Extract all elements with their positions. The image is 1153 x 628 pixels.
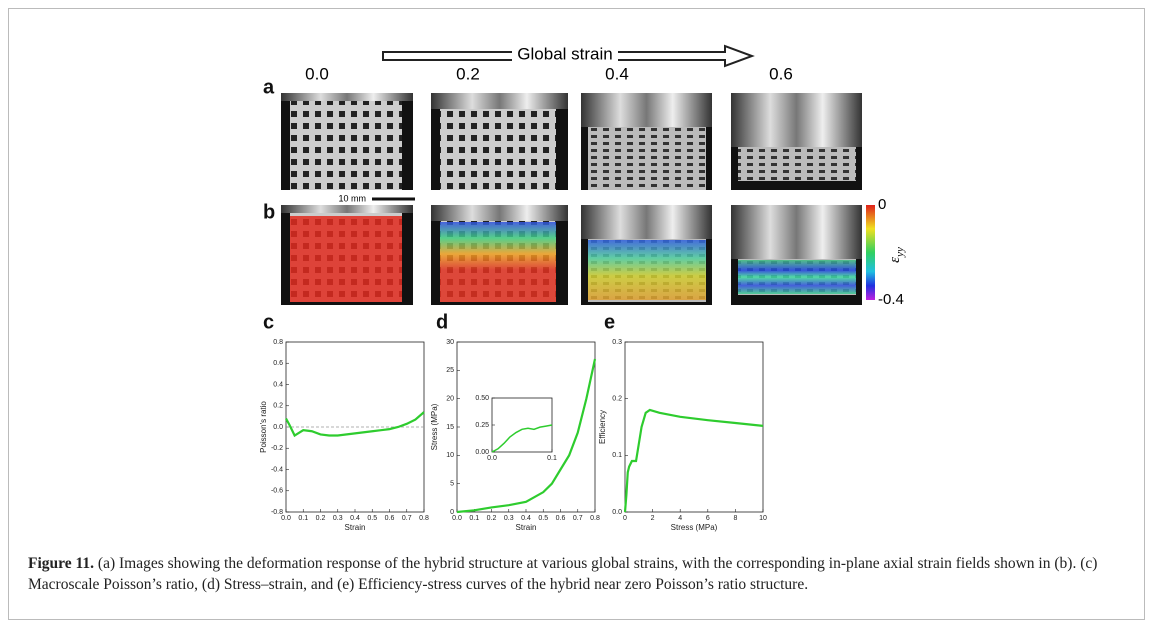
x-axis-label: Strain — [345, 523, 366, 532]
y-tick-label: 20 — [446, 396, 454, 403]
y-tick-label: -0.6 — [271, 488, 283, 495]
y-tick-label: 30 — [446, 339, 454, 346]
y-tick-label: 0.6 — [273, 360, 283, 367]
caption-text: (a) Images showing the deformation respo… — [28, 555, 1098, 593]
figure-frame — [8, 8, 1145, 620]
x-tick-label: 2 — [651, 515, 655, 522]
x-tick-label: 0.7 — [573, 515, 583, 522]
y-tick-label: -0.4 — [271, 466, 283, 473]
x-tick-label: 6 — [706, 515, 710, 522]
x-tick-label: 0.3 — [504, 515, 514, 522]
x-tick-label: 0.6 — [556, 515, 566, 522]
y-tick-label: 0.2 — [273, 403, 283, 410]
y-tick-label: 0.0 — [612, 509, 622, 516]
x-tick-label: 10 — [759, 515, 767, 522]
photo-row-a — [281, 93, 862, 190]
y-tick-label: 0.0 — [273, 424, 283, 431]
colorbar-tick-label: 0 — [878, 196, 886, 213]
x-tick-label: 0.5 — [538, 515, 548, 522]
y-tick-label: 0.1 — [612, 452, 622, 459]
colorbar — [866, 205, 875, 300]
y-tick-label: 15 — [446, 424, 454, 431]
colorbar-symbol: ε — [887, 257, 903, 263]
x-tick-label: 0.0 — [487, 455, 497, 462]
y-tick-label: 25 — [446, 367, 454, 374]
x-tick-label: 0.0 — [452, 515, 462, 522]
y-tick-label: 0 — [450, 509, 454, 516]
y-tick-label: 0.8 — [273, 339, 283, 346]
x-axis-label: Strain — [516, 523, 537, 532]
x-tick-label: 0.2 — [316, 515, 326, 522]
x-tick-label: 0.8 — [419, 515, 429, 522]
panel-label: c — [263, 311, 274, 333]
x-tick-label: 0.4 — [521, 515, 531, 522]
y-axis-label: Stress (MPa) — [430, 403, 439, 450]
y-tick-label: 0.3 — [612, 339, 622, 346]
x-tick-label: 4 — [678, 515, 682, 522]
data-line — [623, 408, 764, 513]
x-tick-label: 0.1 — [547, 455, 557, 462]
y-tick-label: 0.00 — [475, 449, 489, 456]
strain-label: 0.2 — [456, 64, 480, 83]
strain-label: 0.6 — [769, 64, 793, 83]
x-tick-label: 0.8 — [590, 515, 600, 522]
y-tick-label: 0.50 — [475, 395, 489, 402]
y-tick-label: 0.2 — [612, 396, 622, 403]
y-tick-label: 0.4 — [273, 381, 283, 388]
panel-label: e — [604, 311, 615, 333]
x-tick-label: 0.5 — [367, 515, 377, 522]
arrow — [382, 44, 755, 68]
x-tick-label: 0.1 — [469, 515, 479, 522]
arrow-label: Global strain — [517, 44, 612, 63]
panel-label: d — [436, 311, 448, 333]
y-tick-label: -0.2 — [271, 445, 283, 452]
plot-frame — [624, 341, 764, 513]
scale-bar-label: 10 mm — [338, 193, 366, 203]
plot-frame — [491, 397, 553, 453]
caption-label: Figure 11. — [28, 555, 95, 572]
data-line — [491, 424, 553, 453]
x-tick-label: 0.0 — [281, 515, 291, 522]
y-axis-label: Poisson's ratio — [259, 401, 268, 453]
panel-label: a — [263, 76, 275, 98]
x-tick-label: 8 — [733, 515, 737, 522]
y-tick-label: -0.8 — [271, 509, 283, 516]
x-tick-label: 0.3 — [333, 515, 343, 522]
photo-row-b — [281, 205, 862, 305]
strain-label: 0.0 — [305, 64, 329, 83]
x-tick-label: 0 — [623, 515, 627, 522]
panel-label: b — [263, 201, 275, 223]
colorbar-tick-label: -0.4 — [878, 291, 904, 308]
x-axis-label: Stress (MPa) — [671, 523, 718, 532]
x-tick-label: 0.2 — [487, 515, 497, 522]
x-tick-label: 0.4 — [350, 515, 360, 522]
x-tick-label: 0.1 — [298, 515, 308, 522]
x-tick-label: 0.6 — [385, 515, 395, 522]
y-axis-label: Efficiency — [598, 410, 607, 444]
colorbar-subscript: yy — [894, 247, 906, 258]
colorbar-label: εyy — [887, 247, 905, 263]
y-tick-label: 5 — [450, 481, 454, 488]
data-line — [456, 358, 597, 514]
x-tick-label: 0.7 — [402, 515, 412, 522]
strain-label: 0.4 — [605, 64, 629, 83]
y-tick-label: 10 — [446, 452, 454, 459]
y-tick-label: 0.25 — [475, 422, 489, 429]
caption: Figure 11. (a) Images showing the deform… — [28, 553, 1123, 595]
data-line — [285, 411, 425, 438]
